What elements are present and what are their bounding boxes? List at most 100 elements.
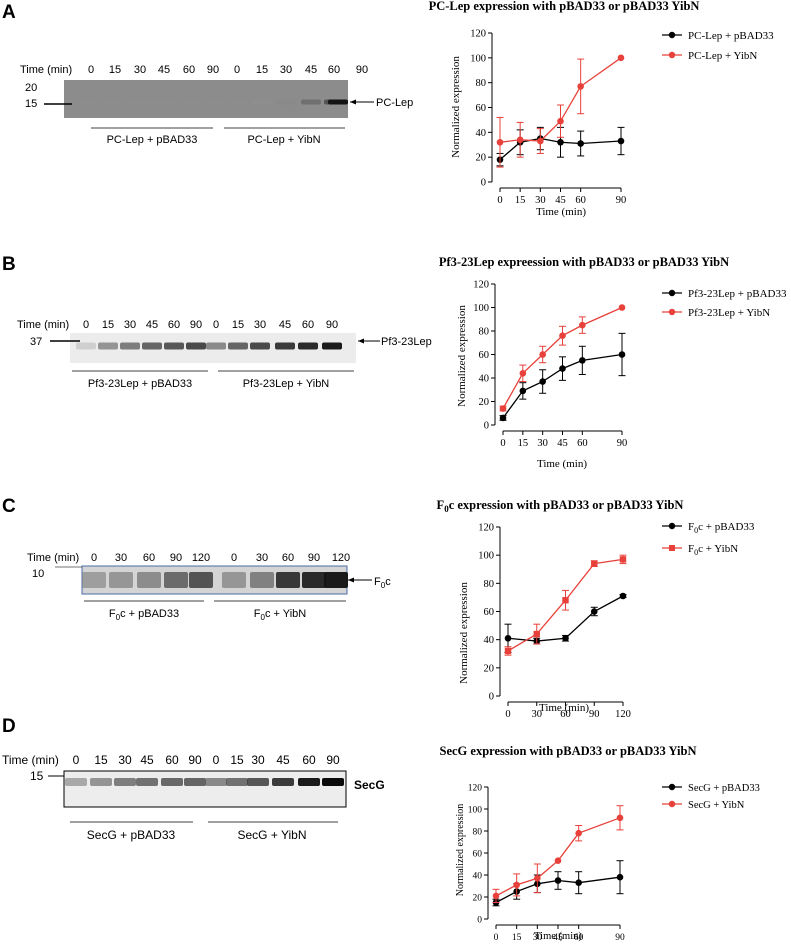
data-point <box>590 608 598 615</box>
legend-label: PC-Lep + pBAD33 <box>688 30 774 42</box>
gel-panel-d: Time (min) 0 15 30 45 60 90 0 15 30 45 6… <box>0 716 440 876</box>
gel-band <box>206 342 226 350</box>
gel-band <box>179 100 199 105</box>
y-tick-label: 20 <box>484 663 495 674</box>
x-tick-label: 0 <box>497 195 502 206</box>
x-tick-label: 60 <box>577 438 588 449</box>
lane-label: 60 <box>328 64 340 76</box>
gel-band <box>114 778 136 786</box>
gel-band <box>276 572 300 588</box>
legend-marker <box>668 31 676 39</box>
gel-band <box>298 342 318 350</box>
gel-band <box>328 99 348 105</box>
gel-panel-c: Time (min) 0 30 60 90 120 0 30 60 90 120… <box>0 490 440 650</box>
lane-label: 60 <box>183 64 195 76</box>
gel-image <box>64 80 348 118</box>
lane-label: 120 <box>332 552 350 564</box>
band-label: SecG <box>354 778 385 792</box>
lane-label: 0 <box>91 552 97 564</box>
chart-title: SecG expression with pBAD33 or pBAD33 Yi… <box>440 744 697 758</box>
x-tick-label: 45 <box>555 195 566 206</box>
y-tick-label: 20 <box>473 894 483 904</box>
lane-label: 45 <box>305 64 317 76</box>
lane-label: 15 <box>230 753 244 767</box>
y-tick-label: 40 <box>484 635 495 646</box>
lane-label: 0 <box>234 64 240 76</box>
panel-label-c: C <box>2 496 16 517</box>
lane-label: 60 <box>165 753 179 767</box>
legend-marker <box>668 289 676 297</box>
lane-label: 0 <box>83 319 89 331</box>
data-point <box>616 873 624 881</box>
group-label: SecG + YibN <box>237 828 306 842</box>
gel-band <box>228 342 248 350</box>
lane-label: 90 <box>188 753 202 767</box>
gel-band <box>120 342 140 350</box>
y-axis-label: Normalized expression <box>450 56 462 158</box>
data-point <box>519 370 527 377</box>
data-point <box>557 138 564 146</box>
marker-label: 15 <box>25 98 37 110</box>
lane-label: 15 <box>232 319 244 331</box>
legend-label: PC-Lep + YibN <box>688 50 757 62</box>
data-point <box>537 137 544 145</box>
y-tick-label: 0 <box>477 916 482 926</box>
y-tick-label: 60 <box>479 350 490 361</box>
gel-band <box>322 778 344 786</box>
gel-bands <box>82 572 348 588</box>
data-point <box>534 875 541 882</box>
x-tick-label: 120 <box>615 709 631 720</box>
y-tick-label: 80 <box>473 828 483 838</box>
y-tick-label: 80 <box>484 579 495 590</box>
data-point <box>618 304 626 311</box>
lane-label: 30 <box>115 552 127 564</box>
data-point <box>619 592 627 600</box>
x-tick-label: 90 <box>617 438 628 449</box>
lane-label: 45 <box>140 753 154 767</box>
data-point <box>619 556 627 563</box>
lane-label: 90 <box>308 552 320 564</box>
y-tick-label: 80 <box>479 327 490 338</box>
chart-a: PC-Lep expression with pBAD33 or pBAD33 … <box>400 0 791 230</box>
chart-title: Pf3-23Lep expreession with pBAD33 or pBA… <box>439 255 729 269</box>
lane-label: 30 <box>124 319 136 331</box>
legend: F0c + pBAD33 F0c + YibN <box>662 521 755 557</box>
gel-band <box>164 572 188 588</box>
panel-label-d: D <box>2 716 16 737</box>
lane-label: 30 <box>280 64 292 76</box>
x-tick-label: 30 <box>532 709 543 720</box>
gel-band <box>164 342 184 350</box>
legend-marker <box>668 783 676 791</box>
y-tick-label: 0 <box>489 692 494 703</box>
group-label: PC-Lep + YibN <box>247 134 320 146</box>
lane-label: 45 <box>276 753 290 767</box>
lane-label: 15 <box>109 64 121 76</box>
legend: Pf3-23Lep + pBAD33 Pf3-23Lep + YibN <box>662 288 787 319</box>
x-tick-label: 90 <box>615 933 625 943</box>
gel-band <box>272 778 294 786</box>
lane-label: 60 <box>302 753 316 767</box>
gel-time-label: Time (min) <box>17 319 69 331</box>
group-label: F0c + pBAD33 <box>109 608 179 622</box>
gel-band <box>203 100 223 105</box>
gel-band <box>302 572 326 588</box>
gel-band <box>65 778 87 786</box>
legend-label: SecG + YibN <box>688 800 745 811</box>
gel-band <box>105 100 125 105</box>
gel-panel-a: Time (min) 0 15 30 45 60 90 0 15 30 45 6… <box>0 0 440 160</box>
x-tick-label: 60 <box>575 195 586 206</box>
data-point <box>496 138 504 146</box>
y-tick-label: 20 <box>479 397 490 408</box>
lane-label: 30 <box>254 319 266 331</box>
x-tick-label: 30 <box>535 195 546 206</box>
lane-label: 0 <box>231 552 237 564</box>
lane-label: 0 <box>213 319 219 331</box>
x-tick-label: 60 <box>574 933 584 943</box>
gel-band <box>301 99 321 105</box>
gel-band <box>322 342 342 350</box>
data-point <box>559 365 566 372</box>
y-tick-label: 80 <box>476 78 487 89</box>
plot-area: 0 20 40 60 80 100 120 0 30 60 90 120 <box>478 523 631 721</box>
band-label: F0c <box>374 576 391 590</box>
gel-band <box>250 572 274 588</box>
